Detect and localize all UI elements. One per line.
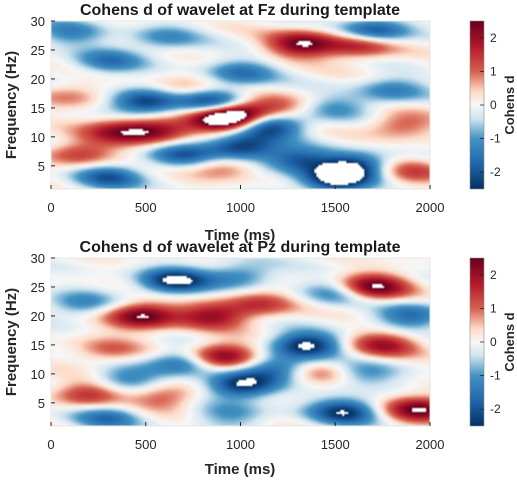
colorbar-label-fz: Cohens d — [502, 75, 517, 134]
x-axis-label-fz: Time (ms) — [205, 227, 276, 244]
y-tick-label: 5 — [38, 396, 45, 411]
colorbar-tick-label: 1 — [490, 64, 497, 78]
y-tick-label: 30 — [31, 251, 45, 266]
y-tick-label: 25 — [31, 280, 45, 295]
heatmap-fz — [51, 21, 430, 189]
y-tick-label: 20 — [31, 72, 45, 87]
y-ticks-fz: 5 10 15 20 25 30 — [31, 14, 55, 174]
x-ticks-pz: 0 500 1000 1500 2000 — [47, 422, 444, 452]
x-tick-label: 500 — [135, 437, 157, 452]
colorbar-tick-label: -2 — [490, 165, 501, 179]
colorbar-tick-label: -1 — [490, 369, 501, 383]
x-tick-label: 2000 — [416, 200, 445, 215]
y-tick-label: 10 — [31, 367, 45, 382]
y-tick-label: 15 — [31, 101, 45, 116]
x-ticks-fz: 0 500 1000 1500 2000 — [47, 185, 444, 215]
colorbar-tick-label: 1 — [490, 301, 497, 315]
colorbar-tick-label: -2 — [490, 402, 501, 416]
colorbar-fz — [470, 21, 484, 189]
x-tick-label: 2000 — [416, 437, 445, 452]
y-axis-label-pz: Frequency (Hz) — [3, 288, 20, 396]
colorbar-tick-label: 0 — [490, 98, 497, 112]
colorbar-tick-label: -1 — [490, 132, 501, 146]
chart-pz: Cohens d of wavelet at Pz during templat… — [3, 239, 517, 478]
y-tick-label: 30 — [31, 14, 45, 29]
colorbar-ticks-fz: -2 -1 0 1 2 — [480, 31, 501, 179]
colorbar-tick-label: 2 — [490, 268, 497, 282]
x-tick-label: 1500 — [321, 200, 350, 215]
x-tick-label: 0 — [47, 200, 54, 215]
chart-fz: Cohens d of wavelet at Fz during templat… — [3, 2, 517, 244]
y-tick-label: 5 — [38, 159, 45, 174]
colorbar-tick-label: 2 — [490, 31, 497, 45]
heatmap-image-pz — [51, 258, 430, 426]
y-ticks-pz: 5 10 15 20 25 30 — [31, 251, 55, 411]
x-tick-label: 1500 — [321, 437, 350, 452]
heatmap-pz — [51, 258, 430, 426]
heatmap-image-fz — [51, 21, 430, 189]
y-tick-label: 20 — [31, 309, 45, 324]
y-tick-label: 15 — [31, 338, 45, 353]
x-tick-label: 1000 — [226, 200, 255, 215]
x-tick-label: 500 — [135, 200, 157, 215]
y-axis-label-fz: Frequency (Hz) — [3, 51, 20, 159]
colorbar-ticks-pz: -2 -1 0 1 2 — [480, 268, 501, 416]
colorbar-pz — [470, 258, 484, 426]
y-tick-label: 25 — [31, 43, 45, 58]
colorbar-label-pz: Cohens d — [502, 312, 517, 371]
x-tick-label: 0 — [47, 437, 54, 452]
y-tick-label: 10 — [31, 130, 45, 145]
chart-title-fz: Cohens d of wavelet at Fz during templat… — [80, 2, 400, 19]
chart-title-pz: Cohens d of wavelet at Pz during templat… — [80, 239, 401, 256]
colorbar-tick-label: 0 — [490, 335, 497, 349]
x-tick-label: 1000 — [226, 437, 255, 452]
x-axis-label-pz: Time (ms) — [205, 461, 276, 478]
